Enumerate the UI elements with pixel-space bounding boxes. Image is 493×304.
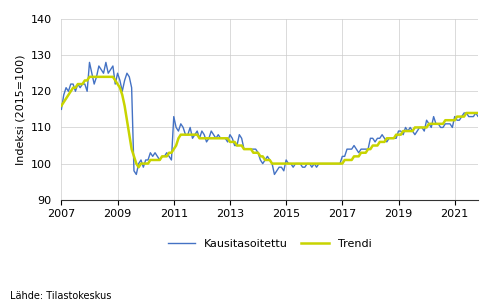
Kausitasoitettu — [386, 136, 392, 140]
Kausitasoitettu — [178, 122, 184, 126]
Trendi — [101, 75, 106, 79]
Trendi — [178, 133, 184, 136]
Y-axis label: Indeksi (2015=100): Indeksi (2015=100) — [15, 54, 25, 165]
Line: Kausitasoitettu: Kausitasoitettu — [62, 62, 493, 174]
Trendi — [59, 104, 65, 108]
Kausitasoitettu — [107, 68, 113, 71]
Trendi — [386, 136, 392, 140]
Kausitasoitettu — [59, 108, 65, 111]
Legend: Kausitasoitettu, Trendi: Kausitasoitettu, Trendi — [163, 234, 376, 253]
Kausitasoitettu — [87, 60, 93, 64]
Text: Lähde: Tilastokeskus: Lähde: Tilastokeskus — [10, 291, 111, 301]
Trendi — [107, 75, 113, 79]
Trendi — [136, 165, 141, 169]
Trendi — [87, 75, 93, 79]
Kausitasoitettu — [133, 173, 139, 176]
Trendi — [342, 158, 348, 162]
Line: Trendi: Trendi — [62, 77, 493, 167]
Kausitasoitettu — [101, 71, 106, 75]
Kausitasoitettu — [342, 154, 348, 158]
